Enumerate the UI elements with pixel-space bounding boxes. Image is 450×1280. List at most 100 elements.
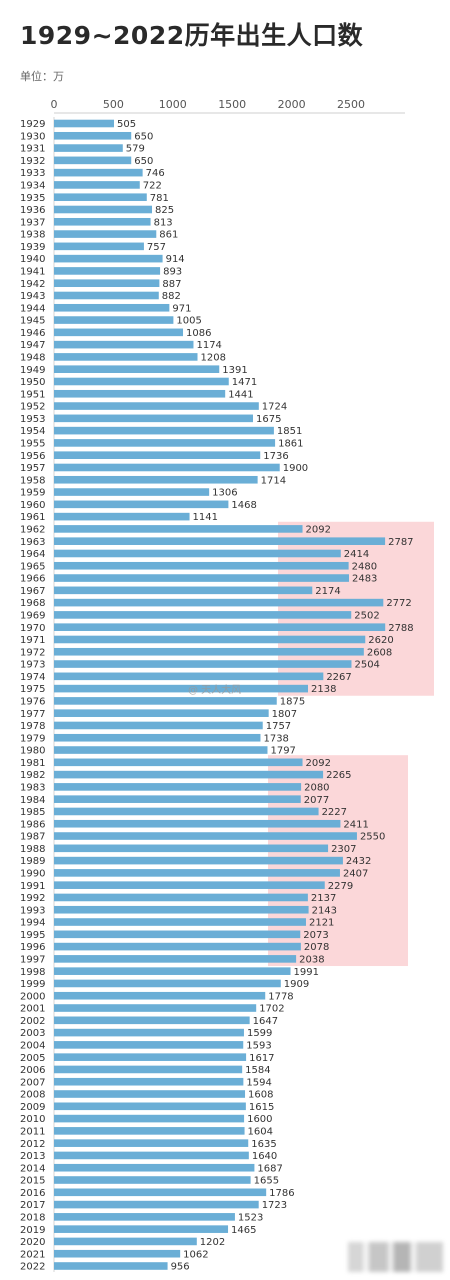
value-label: 2502 bbox=[354, 611, 379, 622]
value-label: 2432 bbox=[346, 856, 371, 867]
value-label: 2143 bbox=[312, 905, 337, 916]
value-label: 2550 bbox=[360, 832, 385, 843]
bar bbox=[54, 254, 163, 263]
value-label: 1909 bbox=[284, 979, 309, 990]
value-label: 1306 bbox=[212, 488, 237, 499]
value-label: 1608 bbox=[248, 1090, 273, 1101]
value-label: 914 bbox=[166, 254, 185, 265]
value-label: 746 bbox=[146, 168, 165, 179]
value-label: 579 bbox=[126, 144, 145, 155]
bar bbox=[54, 967, 291, 975]
bar bbox=[54, 893, 308, 902]
category-label: 1936 bbox=[20, 205, 45, 216]
value-label: 1599 bbox=[247, 1028, 272, 1039]
category-label: 1948 bbox=[20, 353, 45, 364]
category-label: 1950 bbox=[20, 377, 45, 388]
category-label: 1995 bbox=[20, 930, 45, 941]
bar bbox=[54, 1028, 244, 1037]
bar bbox=[54, 721, 263, 730]
bar bbox=[54, 537, 386, 545]
x-tick-label: 0 bbox=[51, 98, 58, 111]
bar bbox=[54, 1053, 247, 1061]
bar bbox=[54, 942, 301, 951]
value-label: 1471 bbox=[232, 377, 257, 388]
category-label: 1964 bbox=[20, 549, 45, 560]
bar bbox=[54, 389, 226, 398]
category-label: 1952 bbox=[20, 402, 45, 413]
bar bbox=[54, 181, 140, 189]
bar bbox=[54, 267, 161, 275]
category-label: 1961 bbox=[20, 512, 45, 523]
bar bbox=[54, 1225, 229, 1233]
x-tick-label: 500 bbox=[103, 98, 124, 111]
watermark: @ 天人大风 bbox=[188, 685, 242, 696]
category-label: 2010 bbox=[20, 1114, 45, 1125]
bar bbox=[54, 525, 303, 533]
category-label: 1955 bbox=[20, 439, 45, 450]
value-label: 650 bbox=[134, 156, 153, 167]
category-label: 2004 bbox=[20, 1040, 45, 1051]
value-label: 2073 bbox=[303, 930, 328, 941]
value-label: 2279 bbox=[328, 881, 353, 892]
category-label: 1939 bbox=[20, 242, 45, 253]
value-label: 971 bbox=[172, 303, 191, 314]
bar bbox=[54, 1016, 250, 1025]
category-label: 1969 bbox=[20, 611, 45, 622]
value-label: 1593 bbox=[246, 1040, 271, 1051]
category-label: 1977 bbox=[20, 709, 45, 720]
bar bbox=[54, 193, 147, 202]
category-label: 1980 bbox=[20, 746, 45, 757]
value-label: 1675 bbox=[256, 414, 281, 425]
bar bbox=[54, 635, 366, 644]
category-label: 1959 bbox=[20, 488, 45, 499]
bar bbox=[54, 426, 274, 435]
category-label: 2013 bbox=[20, 1151, 45, 1162]
value-label: 505 bbox=[117, 119, 136, 130]
bar bbox=[54, 709, 269, 717]
bar bbox=[54, 549, 341, 558]
value-label: 1617 bbox=[249, 1053, 274, 1064]
category-label: 1960 bbox=[20, 500, 45, 511]
bar bbox=[54, 955, 297, 963]
category-label: 2005 bbox=[20, 1053, 45, 1064]
bar bbox=[54, 1163, 255, 1172]
category-label: 1941 bbox=[20, 267, 45, 278]
category-label: 1938 bbox=[20, 230, 45, 241]
value-label: 2092 bbox=[306, 525, 331, 536]
value-label: 1647 bbox=[253, 1016, 278, 1027]
bar bbox=[54, 1176, 251, 1184]
value-label: 2414 bbox=[344, 549, 369, 560]
bar bbox=[54, 242, 144, 251]
value-label: 1600 bbox=[247, 1114, 272, 1125]
category-label: 1937 bbox=[20, 217, 45, 228]
value-label: 2480 bbox=[352, 561, 377, 572]
value-label: 2137 bbox=[311, 893, 336, 904]
bar bbox=[54, 340, 194, 349]
category-label: 1933 bbox=[20, 168, 45, 179]
value-label: 1640 bbox=[252, 1151, 277, 1162]
bar bbox=[54, 156, 132, 165]
value-label: 1604 bbox=[248, 1126, 273, 1137]
bar bbox=[54, 1237, 197, 1246]
value-label: 1584 bbox=[245, 1065, 270, 1076]
value-label: 2788 bbox=[388, 623, 413, 634]
category-label: 1978 bbox=[20, 721, 45, 732]
bar bbox=[54, 279, 160, 288]
x-tick-label: 1000 bbox=[159, 98, 187, 111]
bar bbox=[54, 1188, 267, 1197]
bar bbox=[54, 1151, 249, 1160]
bar bbox=[54, 795, 301, 803]
value-label: 1441 bbox=[228, 389, 253, 400]
bar bbox=[54, 205, 153, 214]
category-label: 1988 bbox=[20, 844, 45, 855]
bar bbox=[54, 1139, 249, 1147]
category-label: 2008 bbox=[20, 1090, 45, 1101]
category-label: 1989 bbox=[20, 856, 45, 867]
category-label: 1958 bbox=[20, 475, 45, 486]
value-label: 2121 bbox=[309, 918, 334, 929]
value-label: 2407 bbox=[343, 868, 368, 879]
bar bbox=[54, 451, 261, 459]
category-label: 1970 bbox=[20, 623, 45, 634]
value-label: 2227 bbox=[322, 807, 347, 818]
value-label: 1991 bbox=[294, 967, 319, 978]
